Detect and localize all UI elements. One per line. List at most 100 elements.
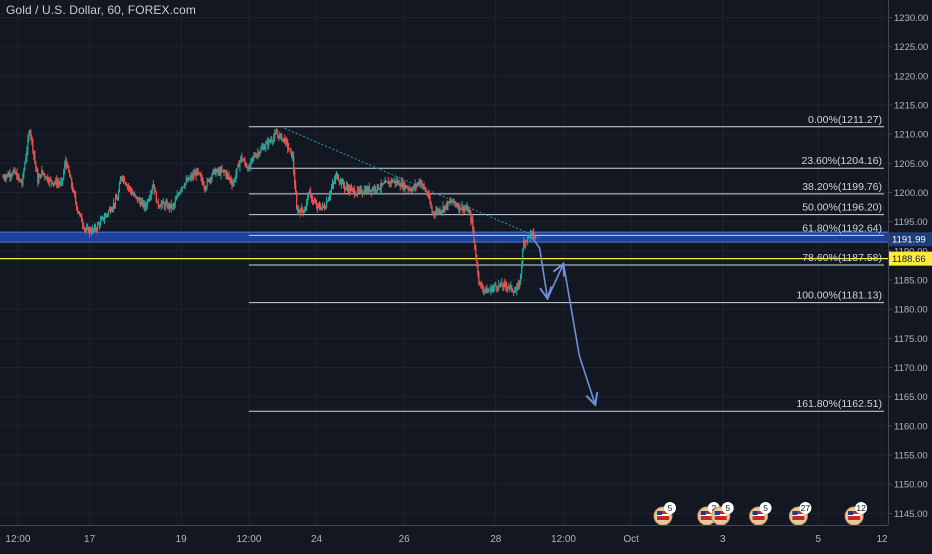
candle-body: [342, 181, 345, 186]
candle-body: [518, 284, 520, 288]
candle-body: [19, 178, 21, 180]
candle-body: [506, 286, 508, 289]
candle-body: [128, 187, 131, 189]
candle-body: [51, 179, 53, 183]
price-axis[interactable]: 1145.00 1150.00 1155.00 1160.00 1165.00 1170.…: [888, 0, 932, 550]
candle-body: [478, 273, 480, 282]
candle-body: [7, 174, 9, 177]
candle-body: [339, 179, 342, 182]
candle-body: [331, 183, 334, 188]
candle-body: [191, 175, 193, 178]
candle-body: [300, 210, 302, 213]
candle-body: [255, 156, 257, 158]
candle-body: [111, 208, 114, 210]
candle-body: [41, 170, 43, 177]
candle-body: [4, 177, 6, 179]
candle-body: [92, 228, 95, 230]
price-tick-label: 1170.00: [894, 363, 928, 374]
candle-body: [288, 148, 290, 150]
grid-lines: [0, 0, 888, 525]
candle-body: [188, 177, 190, 180]
candle-body: [401, 182, 403, 188]
candle-body: [297, 208, 299, 213]
candle-body: [44, 174, 46, 177]
candle-body: [504, 283, 506, 285]
projection-arrows-group[interactable]: [530, 236, 596, 405]
candle-body: [337, 178, 340, 181]
candle-body: [522, 250, 524, 265]
candle-body: [34, 154, 36, 162]
us-flag-event-icon[interactable]: 2: [697, 502, 720, 526]
candle-body: [70, 176, 72, 179]
candle-body: [388, 181, 390, 185]
candle-body: [40, 174, 42, 177]
projection-arrow[interactable]: [562, 263, 595, 405]
economic-events-group[interactable]: 5 2 5 5 27 12: [653, 502, 868, 526]
us-flag-event-icon[interactable]: 5: [749, 502, 772, 526]
candle-body: [523, 241, 525, 251]
candle-body: [98, 223, 101, 226]
us-flag-event-icon[interactable]: 27: [788, 502, 812, 526]
candle-body: [471, 219, 473, 221]
candle-body: [125, 183, 128, 186]
candle-body: [330, 187, 333, 191]
candle-body: [500, 282, 502, 286]
projection-arrow[interactable]: [530, 236, 548, 299]
candle-body: [287, 141, 289, 149]
time-axis[interactable]: 12:00 17 19 12:00 24 26 28 12:00 Oct 3 5 12: [0, 525, 932, 550]
projection-arrow[interactable]: [546, 264, 564, 299]
candle-body: [343, 185, 346, 189]
candle-body: [444, 205, 446, 210]
candle-body: [291, 150, 293, 158]
candle-body: [138, 198, 140, 202]
candle-body: [185, 180, 187, 183]
time-tick-label: 12:00: [236, 534, 261, 545]
candle-body: [520, 273, 522, 282]
candle-body: [235, 174, 237, 180]
candle-body: [250, 160, 252, 167]
candle-body: [193, 174, 195, 176]
candle-body: [417, 182, 419, 185]
price-tags-group: 1191.99 1188.66: [889, 232, 932, 266]
candle-body: [282, 138, 284, 141]
candle-body: [527, 236, 529, 241]
candle-body: [455, 203, 457, 206]
candle-body: [310, 191, 312, 195]
candle-body: [225, 171, 227, 176]
candle-body: [99, 220, 102, 226]
event-count: 5: [763, 503, 768, 513]
candle-body: [458, 204, 460, 209]
time-tick-label: 19: [176, 534, 188, 545]
candle-body: [530, 232, 532, 238]
candle-body: [284, 138, 286, 143]
candle-body: [133, 194, 136, 196]
candle-body: [409, 188, 411, 191]
candle-body: [54, 182, 56, 184]
candle-body: [326, 201, 329, 203]
candle-body: [345, 186, 348, 188]
candle-body: [85, 228, 87, 231]
event-count-bubble: [855, 502, 868, 514]
candle-body: [103, 217, 106, 220]
candle-body: [319, 207, 322, 210]
candle-body: [361, 193, 363, 195]
candle-body: [426, 191, 428, 195]
candle-body: [278, 135, 280, 139]
candle-body: [379, 187, 381, 189]
candle-body: [69, 171, 71, 177]
candle-body: [457, 206, 459, 209]
candle-body: [374, 187, 376, 191]
candle-body: [454, 202, 456, 204]
candle-body: [473, 230, 475, 240]
candle-body: [263, 147, 265, 150]
us-flag-event-icon[interactable]: 5: [711, 502, 734, 526]
candle-body: [261, 147, 263, 149]
candle-body: [245, 163, 247, 167]
flag-canton: [848, 511, 854, 515]
candle-body: [290, 148, 292, 151]
candle-body: [375, 190, 377, 192]
candle-body: [404, 185, 406, 189]
us-flag-event-icon[interactable]: 12: [844, 502, 868, 526]
